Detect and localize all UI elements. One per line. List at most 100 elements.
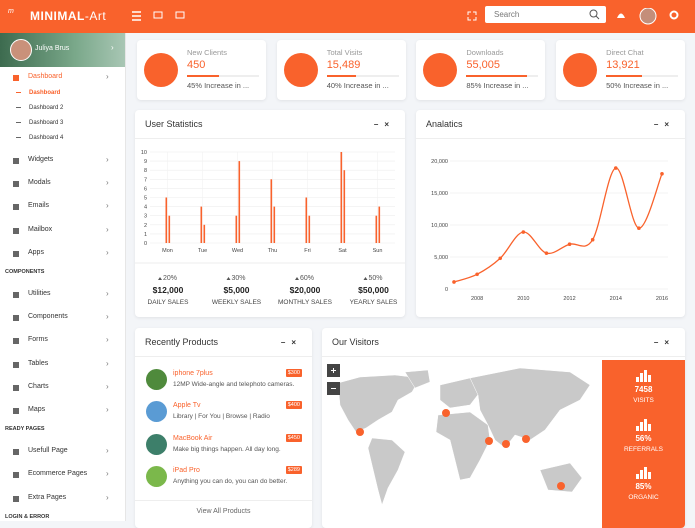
chevron: ›	[106, 492, 109, 502]
product-name[interactable]: iphone 7plus	[173, 370, 213, 377]
stat-card: Total Visits 15,489 40% Increase in ...	[276, 40, 406, 100]
trend-icon	[363, 277, 368, 280]
avatar[interactable]	[639, 8, 657, 25]
icon-bar	[640, 373, 643, 382]
card-controls[interactable]: –×	[653, 120, 675, 129]
summary-label: YEARLY SALES	[350, 299, 398, 306]
y-tick-label: 0	[144, 241, 147, 247]
card-controls[interactable]: –×	[653, 338, 675, 347]
card-controls[interactable]: –×	[373, 120, 395, 129]
point	[637, 226, 641, 230]
y-tick-label: 5	[144, 196, 147, 202]
card-controls[interactable]: –×	[280, 338, 302, 347]
marker[interactable]	[557, 482, 565, 490]
map-region[interactable]	[404, 369, 431, 389]
menu-item[interactable]: Modals	[28, 179, 51, 187]
marker[interactable]	[485, 437, 493, 445]
notification-icon[interactable]	[617, 13, 625, 19]
bar	[375, 215, 378, 243]
submenu-item[interactable]: Dashboard 4	[29, 135, 64, 141]
product-name[interactable]: MacBook Air	[173, 434, 213, 442]
menu-item[interactable]: Widgets	[28, 156, 54, 163]
card-title: Our Visitors	[332, 337, 379, 347]
stat-icon	[563, 53, 598, 87]
user-panel[interactable]: Juliya Brus ›	[0, 33, 125, 67]
stat-value: 55,005	[466, 59, 501, 71]
summary-change: 30%	[231, 275, 245, 282]
chevron: ›	[106, 381, 109, 391]
map-region[interactable]	[435, 411, 491, 481]
product-desc: Library | For You | Browse | Radio	[173, 413, 270, 421]
fullscreen-icon[interactable]	[467, 11, 477, 21]
menu-toggle[interactable]	[132, 11, 141, 21]
chat-icon[interactable]	[153, 11, 163, 19]
submenu-item[interactable]: Dashboard 2	[29, 105, 64, 111]
progress-bar	[466, 75, 528, 77]
menu-item[interactable]: Utilities	[28, 290, 51, 297]
menu-item[interactable]: Dashboard	[28, 73, 63, 80]
line	[453, 167, 663, 283]
menu-item[interactable]: Tables	[28, 359, 49, 367]
marker[interactable]	[502, 440, 510, 448]
menu-icon	[13, 204, 19, 211]
bar	[270, 179, 273, 243]
logo-icon: m	[8, 8, 14, 15]
summary-change: 50%	[368, 275, 382, 282]
settings-icon[interactable]	[669, 10, 679, 20]
map-region[interactable]	[337, 374, 421, 433]
x-tick-label: 2010	[517, 296, 529, 302]
visitor-label: ORGANIC	[628, 494, 659, 501]
point	[567, 242, 572, 246]
menu-item[interactable]: Emails	[28, 202, 50, 210]
progress-bar	[606, 75, 643, 77]
progress-track	[187, 75, 259, 77]
search-box[interactable]: Search	[485, 6, 606, 23]
view-all-link[interactable]: View All Products	[196, 508, 251, 515]
product-desc: 12MP Wide-angle and telephoto cameras.	[173, 381, 295, 388]
menu-item[interactable]: Extra Pages	[28, 493, 67, 501]
menu-item[interactable]: Usefull Page	[28, 447, 68, 455]
y-tick-label: 5,000	[434, 255, 448, 261]
menu-item[interactable]: Forms	[28, 336, 48, 344]
mail-icon[interactable]	[175, 11, 185, 19]
product-price: $289	[285, 465, 302, 474]
menu-icon	[13, 449, 19, 456]
bar	[308, 215, 311, 243]
menu-item[interactable]: Mailbox	[28, 225, 53, 233]
bar	[165, 197, 168, 243]
stat-note: 40% Increase in ...	[326, 81, 389, 90]
product-name[interactable]: Apple Tv	[173, 402, 201, 410]
submenu-item[interactable]: Dashboard 3	[29, 120, 64, 126]
visitor-stats: 7458 VISITS 56% REFERRALS 85% ORGANIC	[602, 360, 685, 528]
menu-item[interactable]: Maps	[28, 406, 46, 413]
bar-icon	[636, 418, 652, 431]
summary-label: WEEKLY SALES	[212, 299, 262, 306]
stat-note: 50% Increase in ...	[606, 81, 669, 90]
visitor-label: VISITS	[633, 397, 654, 404]
y-tick-label: 3	[144, 214, 147, 220]
user-avatar	[10, 39, 32, 61]
header-icons[interactable]	[130, 9, 190, 23]
menu-icon	[13, 361, 19, 368]
menu-icon	[13, 292, 19, 298]
menu-item[interactable]: Ecommerce Pages	[28, 470, 88, 478]
map-region[interactable]	[469, 367, 591, 449]
product-name[interactable]: iPad Pro	[173, 466, 200, 474]
search-icon[interactable]	[589, 9, 600, 20]
map-region[interactable]	[539, 462, 583, 493]
menu-item[interactable]: Apps	[28, 248, 44, 256]
summary-amount: $5,000	[224, 285, 250, 295]
marker[interactable]	[442, 409, 450, 417]
map-region[interactable]	[367, 437, 406, 506]
menu-item[interactable]: Charts	[28, 382, 49, 390]
stat-note: 45% Increase in ...	[187, 81, 250, 90]
y-tick-label: 7	[144, 177, 147, 183]
x-tick-label: 2014	[610, 296, 622, 302]
menu-item[interactable]: Components	[28, 313, 68, 321]
bar	[305, 197, 308, 243]
x-tick-label: Sun	[373, 248, 383, 254]
submenu-item[interactable]: Dashboard	[29, 90, 61, 96]
marker[interactable]	[356, 428, 364, 436]
marker[interactable]	[522, 435, 530, 443]
x-tick-label: Fri	[304, 248, 310, 254]
